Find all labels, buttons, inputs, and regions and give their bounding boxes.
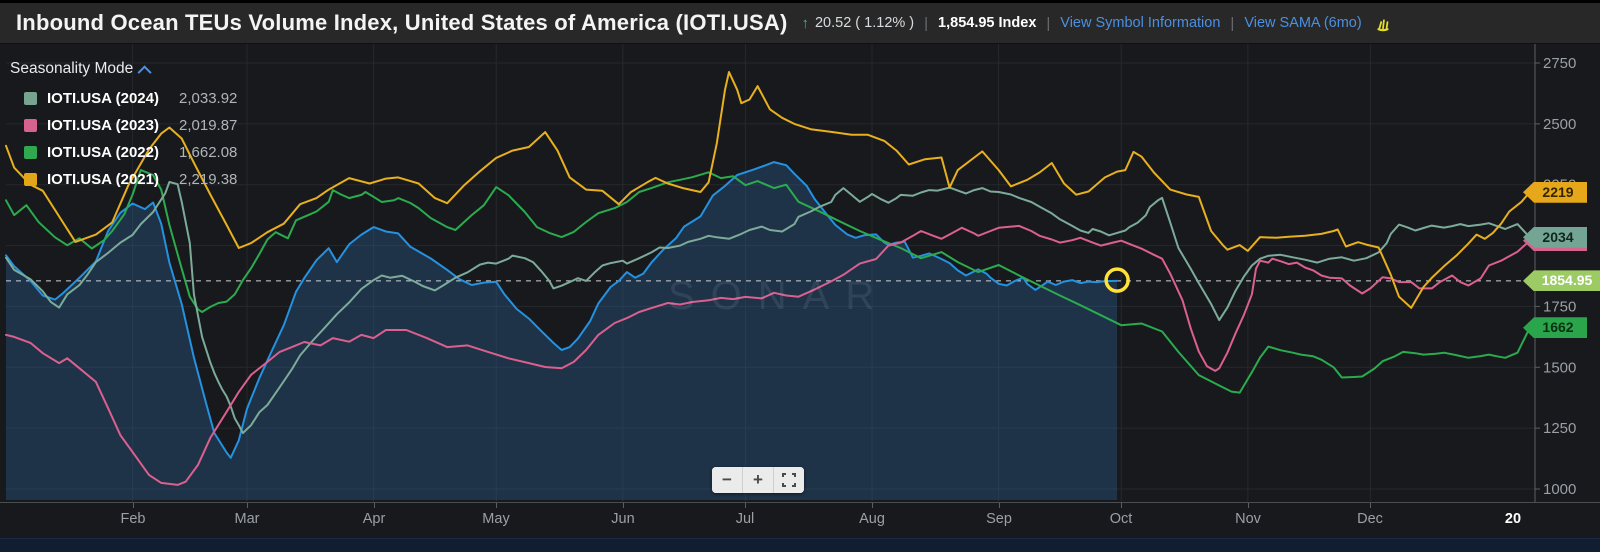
series-label: IOTI.USA (2022) [47, 144, 159, 161]
month-label: Aug [859, 511, 885, 527]
series-last-value: 2,219.38 [179, 171, 238, 188]
series-last-value: 2,033.92 [179, 90, 238, 107]
month-label: Sep [986, 511, 1012, 527]
month-label: Dec [1357, 511, 1383, 527]
separator: | [1230, 14, 1235, 32]
legend-item[interactable]: IOTI.USA (2024) 2,033.92 [10, 85, 237, 112]
svg-text:2500: 2500 [1543, 116, 1576, 133]
month-tick [1121, 503, 1122, 508]
series-color-swatch [24, 92, 37, 105]
series-last-value: 1,662.08 [179, 144, 238, 161]
series-color-swatch [24, 146, 37, 159]
month-label: May [482, 511, 510, 527]
price-tag: 1854.95 [1523, 270, 1600, 292]
month-label: Mar [234, 511, 260, 527]
range-selector-band[interactable] [0, 538, 1600, 552]
seasonality-line-chart: 27502500225020001750150012501000 [5, 44, 1576, 502]
series-ioti-usa-2023- [5, 224, 1531, 486]
change-up-arrow-icon: ↑ [801, 14, 809, 32]
series-label: IOTI.USA (2024) [47, 90, 159, 107]
legend-item[interactable]: IOTI.USA (2022) 1,662.08 [10, 139, 237, 166]
series-last-value: 2,019.87 [179, 117, 238, 134]
svg-text:1750: 1750 [1543, 298, 1576, 315]
month-label: Jun [611, 511, 635, 527]
legend-item[interactable]: IOTI.USA (2023) 2,019.87 [10, 112, 237, 139]
month-tick [1248, 503, 1249, 508]
price-tag: 1662 [1523, 317, 1587, 339]
zoom-toolbar: − + [712, 467, 804, 493]
month-tick [496, 503, 497, 508]
index-value: 1,854.95 Index [938, 15, 1037, 31]
fullscreen-corners-icon [782, 473, 796, 487]
month-label: Apr [362, 511, 386, 527]
current-point-marker [1104, 267, 1130, 293]
reset-zoom-button[interactable] [774, 467, 804, 493]
series-ioti-usa-2022- [5, 169, 1531, 394]
month-tick [623, 503, 624, 508]
view-symbol-information-link[interactable]: View Symbol Information [1060, 15, 1221, 31]
separator: | [924, 14, 929, 32]
clapping-hands-icon [1377, 19, 1389, 32]
month-tick [247, 503, 248, 508]
series-label: IOTI.USA (2023) [47, 117, 159, 134]
month-tick [374, 503, 375, 508]
chevron-up-icon[interactable] [137, 64, 152, 79]
current-date-label: 20 [1504, 511, 1522, 527]
series-label: IOTI.USA (2021) [47, 171, 159, 188]
month-tick [872, 503, 873, 508]
price-tag: 2034 [1523, 226, 1587, 248]
month-label: Feb [120, 511, 146, 527]
svg-text:1250: 1250 [1543, 420, 1576, 437]
month-label: Nov [1235, 511, 1261, 527]
zoom-out-button[interactable]: − [712, 467, 743, 493]
chart-canvas[interactable]: 27502500225020001750150012501000 SONAR S… [0, 44, 1600, 502]
sonar-watermark: SONAR [668, 274, 891, 318]
svg-text:1500: 1500 [1543, 359, 1576, 376]
current-year-area [6, 162, 1118, 500]
page-title: Inbound Ocean TEUs Volume Index, United … [16, 10, 788, 35]
svg-text:2750: 2750 [1543, 55, 1576, 72]
series-color-swatch [24, 173, 37, 186]
series-ioti-usa-2021- [5, 71, 1531, 309]
header-bar: Inbound Ocean TEUs Volume Index, United … [0, 3, 1600, 44]
zoom-in-button[interactable]: + [743, 467, 774, 493]
month-label: Jul [735, 511, 755, 527]
svg-text:1000: 1000 [1543, 481, 1576, 498]
legend-rows: IOTI.USA (2024) 2,033.92 IOTI.USA (2023)… [10, 85, 237, 193]
month-tick [1370, 503, 1371, 508]
series-ioti-usa-2024- [5, 181, 1531, 434]
month-tick [745, 503, 746, 508]
price-tag: 2219 [1523, 181, 1587, 203]
view-sama-link[interactable]: View SAMA (6mo) [1244, 15, 1362, 31]
month-label: Oct [1109, 511, 1133, 527]
series-color-swatch [24, 119, 37, 132]
chart-legend: Seasonality Mode IOTI.USA (2024) 2,033.9… [10, 60, 237, 193]
legend-title: Seasonality Mode [10, 60, 134, 77]
separator: | [1046, 14, 1051, 32]
x-axis-strip: Feb Mar Apr May Jun Jul Aug Sep Oct Nov Dec 20 [0, 502, 1600, 539]
change-value: 20.52 ( 1.12% ) [814, 15, 915, 31]
month-tick [133, 503, 134, 508]
month-tick [999, 503, 1000, 508]
legend-item[interactable]: IOTI.USA (2021) 2,219.38 [10, 166, 237, 193]
